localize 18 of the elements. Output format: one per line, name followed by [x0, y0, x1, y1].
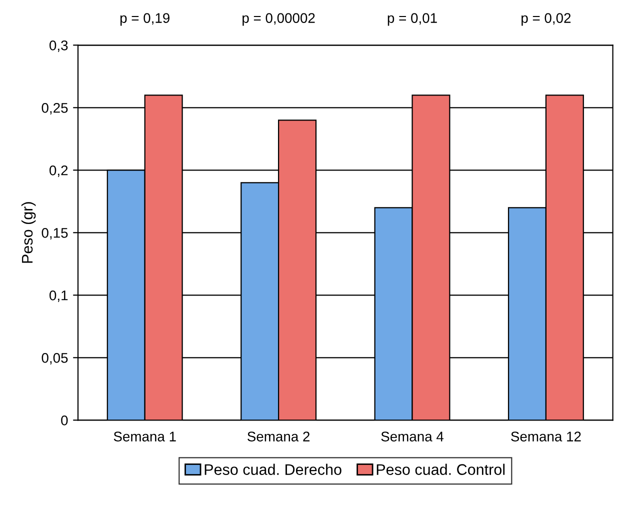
y-tick-label: 0 — [61, 415, 68, 426]
x-tick-label: Semana 12 — [511, 432, 581, 442]
y-tick-label: 0,05 — [42, 352, 68, 364]
y-tick-label: 0,15 — [42, 228, 68, 240]
legend-label: Peso cuad. Derecho — [204, 464, 342, 475]
text: p = 0,01 — [388, 13, 437, 26]
x-tick-label: Semana 2 — [248, 432, 310, 442]
text: p = 0,19 — [120, 13, 170, 26]
y-tick-label: 0,3 — [50, 40, 68, 52]
text: p = 0,02 — [522, 13, 571, 26]
x-tick-label: Semana 1 — [114, 432, 176, 442]
y-axis-title: Peso (gr) — [21, 202, 36, 263]
text: p = 0,00002 — [242, 13, 315, 26]
y-tick-label: 0,1 — [50, 290, 68, 302]
y-tick-label: 0,2 — [50, 165, 68, 177]
x-tick-label: Semana 4 — [381, 432, 444, 442]
y-tick-label: 0,25 — [42, 102, 68, 114]
legend-label: Peso cuad. Control — [376, 464, 505, 475]
